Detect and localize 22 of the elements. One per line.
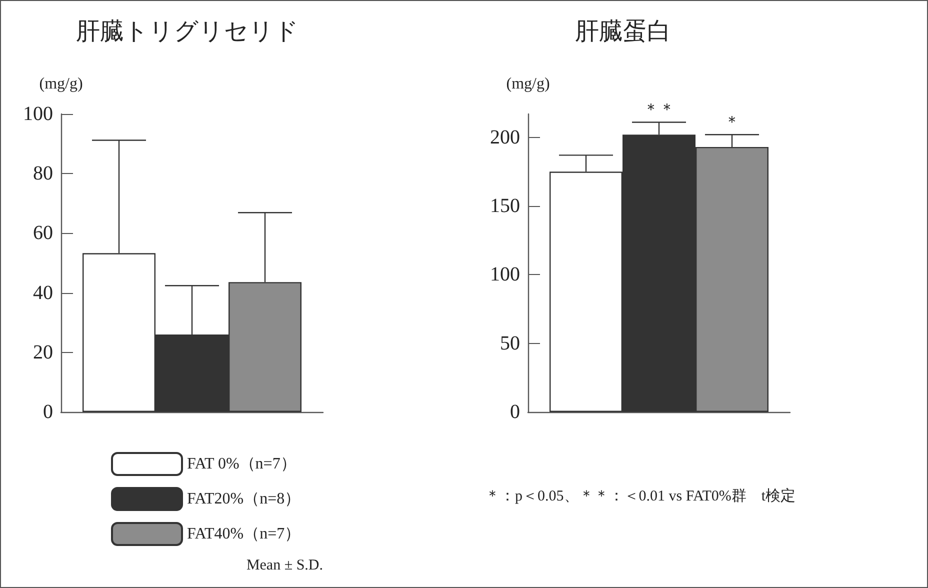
y-tick-label: 60 xyxy=(33,222,53,244)
y-tick-label: 100 xyxy=(23,103,53,125)
y-tick-label: 20 xyxy=(33,341,53,364)
text: Mean ± S.D. xyxy=(246,558,323,574)
y-tick-label: 0 xyxy=(43,401,53,423)
y-tick-label: 150 xyxy=(490,195,520,218)
chart-title: 肝臓蛋白 xyxy=(575,19,671,45)
y-tick-label: 200 xyxy=(490,126,520,148)
annotation: ＊＊ xyxy=(643,102,675,119)
y-tick-label: 0 xyxy=(510,401,520,423)
y-tick-label: 50 xyxy=(500,332,520,354)
legend-label: FAT20%（n=8） xyxy=(187,490,301,508)
text: ＊：p＜0.05、＊＊：＜0.01 vs FAT0%群 t検定 xyxy=(485,488,796,504)
annotation: ＊ xyxy=(724,114,740,132)
legend-label: FAT40%（n=7） xyxy=(187,526,301,542)
chart-title: 肝臓トリグリセリド xyxy=(76,19,299,45)
y-tick-label: 100 xyxy=(490,264,520,286)
y-axis-title: (mg/g) xyxy=(506,76,550,92)
y-tick-label: 40 xyxy=(33,282,53,304)
y-tick-label: 80 xyxy=(33,162,53,185)
legend-label: FAT 0%（n=7） xyxy=(187,456,296,472)
y-axis-title: (mg/g) xyxy=(39,76,83,92)
